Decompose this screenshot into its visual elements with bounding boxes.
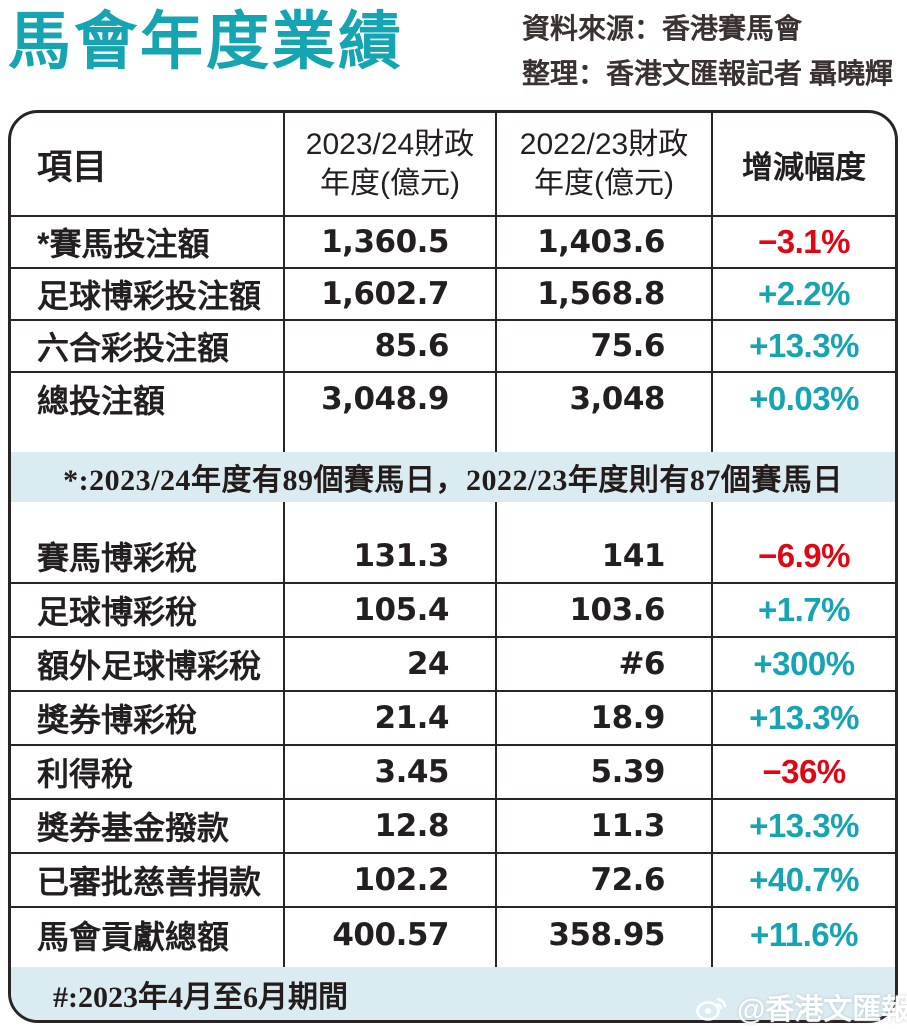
row-label: 馬會貢獻總額: [11, 908, 285, 962]
value-fy-2023-24: 102.2: [285, 854, 497, 906]
value-fy-2023-24: 131.3: [285, 530, 497, 582]
table-row: 獎券博彩稅 21.4 18.9 +13.3%: [11, 692, 895, 746]
weibo-icon: [694, 991, 730, 1023]
change-value: +13.3%: [749, 807, 859, 844]
results-table: 項目 2023/24財政 年度(億元) 2022/23財政 年度(億元) 增減幅…: [8, 110, 898, 1023]
row-label: 足球博彩稅: [11, 584, 285, 636]
header-fy-2023-24: 2023/24財政 年度(億元): [285, 113, 497, 215]
change-value: −6.9%: [758, 537, 851, 574]
header-item: 項目: [11, 113, 285, 215]
row-label: 額外足球博彩稅: [11, 638, 285, 690]
spacer-row: [11, 962, 895, 967]
row-label: 賽馬博彩稅: [11, 530, 285, 582]
value-fy-2023-24: 1,602.7: [285, 269, 497, 319]
credit-source: 資料來源：香港賽馬會: [522, 14, 803, 45]
value-fy-2022-23: 1,568.8: [497, 269, 713, 319]
table-row: 額外足球博彩稅 24 #6 +300%: [11, 638, 895, 692]
value-fy-2023-24: 24: [285, 638, 497, 690]
value-fy-2022-23: 5.39: [497, 746, 713, 798]
table-row: 獎券基金撥款 12.8 11.3 +13.3%: [11, 800, 895, 854]
change-value: +300%: [753, 645, 855, 682]
value-fy-2023-24: 3.45: [285, 746, 497, 798]
table-row: 足球博彩投注額 1,602.7 1,568.8 +2.2%: [11, 269, 895, 321]
change-value: −3.1%: [758, 223, 851, 260]
period-note: #:2023年4月至6月期間: [11, 967, 895, 1020]
value-fy-2022-23: 72.6: [497, 854, 713, 906]
row-label: 足球博彩投注額: [11, 269, 285, 319]
row-label: 總投注額: [11, 373, 285, 425]
table-row: 六合彩投注額 85.6 75.6 +13.3%: [11, 321, 895, 373]
value-fy-2023-24: 400.57: [285, 908, 497, 962]
change-value: −36%: [762, 753, 846, 790]
row-label: 獎券基金撥款: [11, 800, 285, 852]
value-fy-2023-24: 12.8: [285, 800, 497, 852]
row-label: 獎券博彩稅: [11, 692, 285, 744]
header-fy-2022-23-line2: 年度(億元): [534, 167, 674, 200]
value-fy-2022-23: 75.6: [497, 321, 713, 371]
row-label: 六合彩投注額: [11, 321, 285, 371]
watermark-text: @香港文匯報: [737, 994, 907, 1026]
tax-and-contribution-rows: 賽馬博彩稅 131.3 141 −6.9% 足球博彩稅 105.4 103.6 +1.7% 額外…: [11, 530, 895, 962]
table-row: 馬會貢獻總額 400.57 358.95 +11.6%: [11, 908, 895, 962]
row-label: 已審批慈善捐款: [11, 854, 285, 906]
table-row: 足球博彩稅 105.4 103.6 +1.7%: [11, 584, 895, 638]
header-fy-2022-23: 2022/23財政 年度(億元): [497, 113, 713, 215]
value-fy-2023-24: 3,048.9: [285, 373, 497, 425]
weibo-watermark: @香港文匯報: [694, 986, 907, 1028]
value-fy-2022-23: #6: [497, 638, 713, 690]
value-fy-2022-23: 3,048: [497, 373, 713, 425]
spacer-row: [11, 425, 895, 452]
page-title: 馬會年度業績: [8, 7, 404, 77]
row-label: 利得稅: [11, 746, 285, 798]
change-value: +13.3%: [749, 699, 859, 736]
race-days-note: *:2023/24年度有89個賽馬日，2022/23年度則有87個賽馬日: [11, 452, 895, 502]
change-value: +0.03%: [749, 380, 859, 417]
value-fy-2022-23: 18.9: [497, 692, 713, 744]
table-row: 利得稅 3.45 5.39 −36%: [11, 746, 895, 800]
change-value: +11.6%: [749, 916, 859, 953]
table-row: 總投注額 3,048.9 3,048 +0.03%: [11, 373, 895, 425]
header-fy-2023-24-line2: 年度(億元): [320, 167, 460, 200]
header-change: 增減幅度: [742, 149, 866, 185]
change-value: +2.2%: [758, 275, 851, 312]
spacer-row: [11, 502, 895, 530]
value-fy-2023-24: 105.4: [285, 584, 497, 636]
value-fy-2023-24: 21.4: [285, 692, 497, 744]
betting-turnover-rows: *賽馬投注額 1,360.5 1,403.6 −3.1% 足球博彩投注額 1,602.7 1…: [11, 217, 895, 425]
change-value: +13.3%: [749, 327, 859, 364]
value-fy-2023-24: 1,360.5: [285, 217, 497, 267]
value-fy-2022-23: 11.3: [497, 800, 713, 852]
table-row: *賽馬投注額 1,360.5 1,403.6 −3.1%: [11, 217, 895, 269]
table-row: 賽馬博彩稅 131.3 141 −6.9%: [11, 530, 895, 584]
change-value: +1.7%: [758, 591, 851, 628]
value-fy-2022-23: 141: [497, 530, 713, 582]
value-fy-2022-23: 358.95: [497, 908, 713, 962]
header-fy-2023-24-line1: 2023/24財政: [305, 128, 475, 161]
table-header-row: 項目 2023/24財政 年度(億元) 2022/23財政 年度(億元) 增減幅…: [11, 113, 895, 217]
table-row: 已審批慈善捐款 102.2 72.6 +40.7%: [11, 854, 895, 908]
value-fy-2023-24: 85.6: [285, 321, 497, 371]
value-fy-2022-23: 1,403.6: [497, 217, 713, 267]
row-label: *賽馬投注額: [11, 217, 285, 267]
credit-compiled: 整理：香港文匯報記者 聶曉輝: [522, 58, 894, 90]
credits-block: 資料來源：香港賽馬會 整理：香港文匯報記者 聶曉輝: [522, 8, 905, 98]
header-fy-2022-23-line1: 2022/23財政: [519, 128, 689, 161]
value-fy-2022-23: 103.6: [497, 584, 713, 636]
change-value: +40.7%: [749, 861, 859, 898]
